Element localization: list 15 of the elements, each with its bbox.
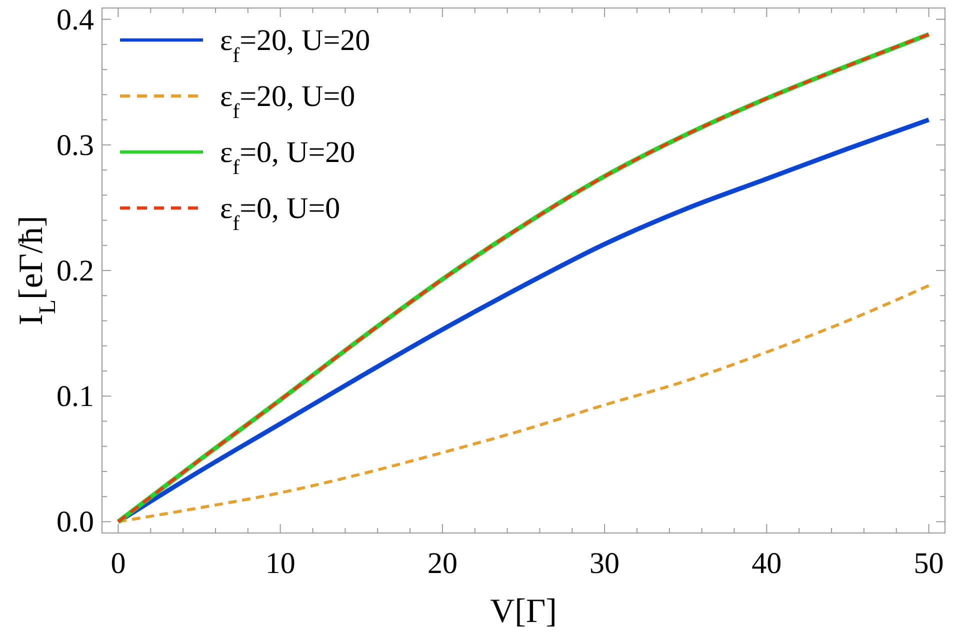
x-tick-label: 0 (110, 547, 126, 580)
x-tick-label: 20 (427, 547, 458, 580)
x-tick-label: 50 (914, 547, 944, 580)
x-axis-title: V[Γ] (490, 593, 557, 630)
x-tick-label: 30 (590, 547, 620, 580)
x-tick-label: 40 (752, 547, 782, 580)
legend-label: ε$_{f}$=0, U=20 (220, 136, 356, 179)
legend-label: ε$_{f}$=20, U=20 (220, 24, 370, 67)
y-tick-label: 0.4 (56, 3, 94, 36)
legend-label: ε$_{f}$=20, U=0 (220, 80, 356, 123)
y-tick-label: 0.1 (56, 380, 94, 414)
legend-label: ε$_{f}$=0, U=0 (220, 192, 340, 235)
y-tick-label: 0.0 (56, 506, 94, 539)
y-tick-label: 0.3 (56, 128, 94, 162)
x-tick-label: 10 (265, 547, 296, 580)
